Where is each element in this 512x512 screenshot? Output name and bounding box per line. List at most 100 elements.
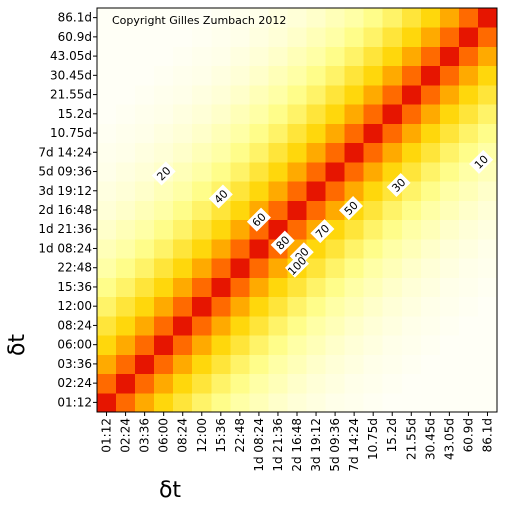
contour-label-bg xyxy=(208,184,233,209)
contour-label-bg xyxy=(386,172,411,198)
heatmap-cell xyxy=(230,354,250,375)
heatmap-cell xyxy=(230,373,250,394)
heatmap-cell xyxy=(325,161,346,182)
heatmap-cell xyxy=(287,8,308,28)
heatmap-cell xyxy=(116,315,136,336)
heatmap-cell xyxy=(268,373,288,394)
heatmap-cell xyxy=(173,65,193,86)
heatmap-cell xyxy=(477,200,498,221)
y-tick-label: 01:12 xyxy=(57,395,92,409)
heatmap-cell xyxy=(363,46,384,67)
heatmap-cell xyxy=(268,142,288,163)
heatmap-cell xyxy=(420,373,441,394)
heatmap-cell xyxy=(363,277,384,298)
heatmap-cell xyxy=(211,161,231,182)
heatmap-cell xyxy=(249,65,269,86)
heatmap-cell xyxy=(249,373,269,394)
heatmap-cell xyxy=(458,123,479,144)
heatmap-cell xyxy=(154,354,174,375)
heatmap-cell xyxy=(192,200,212,221)
heatmap-cell xyxy=(249,8,269,28)
heatmap-cell xyxy=(325,27,346,47)
heatmap-cell xyxy=(401,200,422,221)
heatmap-cell xyxy=(116,181,136,201)
heatmap-cell xyxy=(249,27,269,47)
contour-label-bg xyxy=(310,219,335,244)
heatmap-cell xyxy=(230,258,250,278)
heatmap-cell xyxy=(458,238,479,259)
heatmap-cell xyxy=(97,161,117,182)
heatmap-cell xyxy=(230,84,250,105)
heatmap-cell xyxy=(420,181,441,201)
x-tick-label: 22:48 xyxy=(233,418,247,453)
heatmap-cell xyxy=(135,373,155,394)
heatmap-cell xyxy=(268,277,288,298)
heatmap-cell xyxy=(192,161,212,182)
heatmap-cell xyxy=(382,200,403,221)
heatmap-cell xyxy=(173,181,193,201)
heatmap-cell xyxy=(116,296,136,317)
heatmap-cell xyxy=(382,373,403,394)
heatmap-cell xyxy=(439,84,460,105)
heatmap-cell xyxy=(401,354,422,375)
heatmap-cell xyxy=(135,8,155,28)
heatmap-cell xyxy=(249,142,269,163)
heatmap-cell xyxy=(363,373,384,394)
heatmap-cell xyxy=(268,161,288,182)
y-tick-label: 1d 08:24 xyxy=(38,241,92,255)
heatmap-cell xyxy=(382,27,403,47)
heatmap-cell xyxy=(306,354,327,375)
heatmap-cell xyxy=(401,373,422,394)
heatmap-cell xyxy=(287,123,308,144)
heatmap-cell xyxy=(154,219,174,240)
heatmap-cell xyxy=(325,84,346,105)
heatmap-cell xyxy=(230,181,250,201)
heatmap-cell xyxy=(211,335,231,355)
heatmap-cell xyxy=(344,104,365,124)
y-tick-label: 15.2d xyxy=(58,107,92,121)
heatmap-cell xyxy=(97,200,117,221)
heatmap-cell xyxy=(173,161,193,182)
heatmap-cell xyxy=(192,142,212,163)
heatmap-cell xyxy=(439,104,460,124)
heatmap-cell xyxy=(97,84,117,105)
heatmap-cell xyxy=(249,354,269,375)
heatmap-cell xyxy=(268,315,288,336)
heatmap-cell xyxy=(344,181,365,201)
heatmap-cell xyxy=(135,315,155,336)
heatmap-cell xyxy=(97,258,117,278)
heatmap-cell xyxy=(477,315,498,336)
x-tick-label: 7d 14:24 xyxy=(347,418,361,472)
heatmap-cell xyxy=(97,181,117,201)
heatmap-cell xyxy=(458,8,479,28)
heatmap-cell xyxy=(268,8,288,28)
y-tick-label: 03:36 xyxy=(57,357,92,371)
heatmap-cell xyxy=(401,315,422,336)
heatmap-cell xyxy=(249,238,269,259)
heatmap-cell xyxy=(363,181,384,201)
heatmap-cell xyxy=(458,181,479,201)
heatmap-cell xyxy=(192,335,212,355)
heatmap-cell xyxy=(344,46,365,67)
annotation: Copyright Gilles Zumbach 2012 xyxy=(112,14,286,27)
heatmap-cell xyxy=(458,104,479,124)
heatmap-cell xyxy=(211,84,231,105)
heatmap-cell xyxy=(211,258,231,278)
heatmap-cell xyxy=(439,258,460,278)
x-tick-label: 02:24 xyxy=(119,418,133,453)
heatmap-cell xyxy=(344,277,365,298)
heatmap-cell xyxy=(401,142,422,163)
heatmap-cell xyxy=(287,373,308,394)
heatmap-cell xyxy=(135,392,155,413)
heatmap-cell xyxy=(439,392,460,413)
heatmap-cell xyxy=(325,238,346,259)
heatmap-cell xyxy=(420,200,441,221)
heatmap-cell xyxy=(458,258,479,278)
heatmap-cell xyxy=(363,123,384,144)
heatmap-cell xyxy=(382,258,403,278)
heatmap-cell xyxy=(268,296,288,317)
heatmap-cell xyxy=(154,27,174,47)
heatmap-cell xyxy=(439,181,460,201)
heatmap-cell xyxy=(135,27,155,47)
heatmap-cell xyxy=(211,392,231,413)
